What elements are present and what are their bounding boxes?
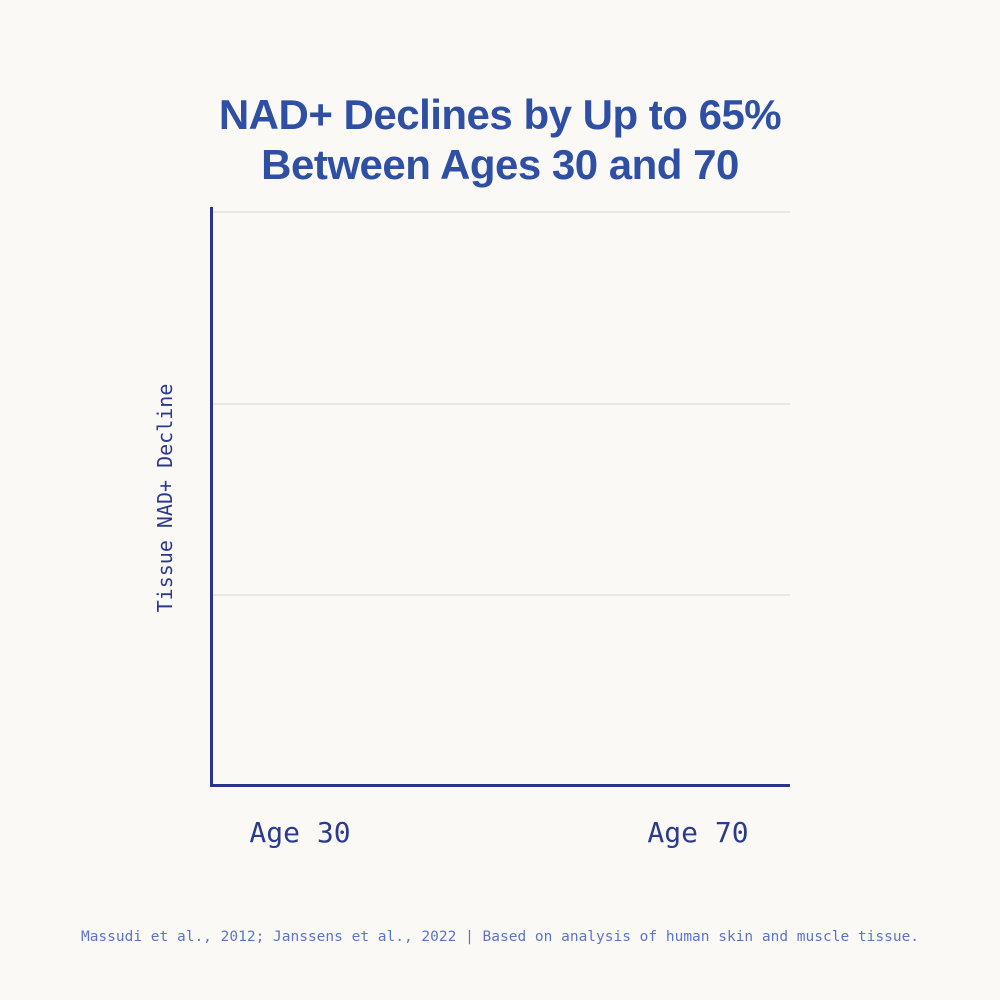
x-tick-label-age-30: Age 30 [249,816,351,849]
plot-area [210,207,790,787]
gridline [213,211,790,213]
chart-title: NAD+ Declines by Up to 65% Between Ages … [0,90,1000,190]
chart-title-line-1: NAD+ Declines by Up to 65% [218,91,782,138]
gridline [213,403,790,405]
source-citation: Massudi et al., 2012; Janssens et al., 2… [80,929,920,945]
chart-title-line-2: Between Ages 30 and 70 [261,141,739,188]
x-tick-label-age-70: Age 70 [647,816,749,849]
y-axis-label: Tissue NAD+ Decline [153,383,177,613]
gridline [213,594,790,596]
